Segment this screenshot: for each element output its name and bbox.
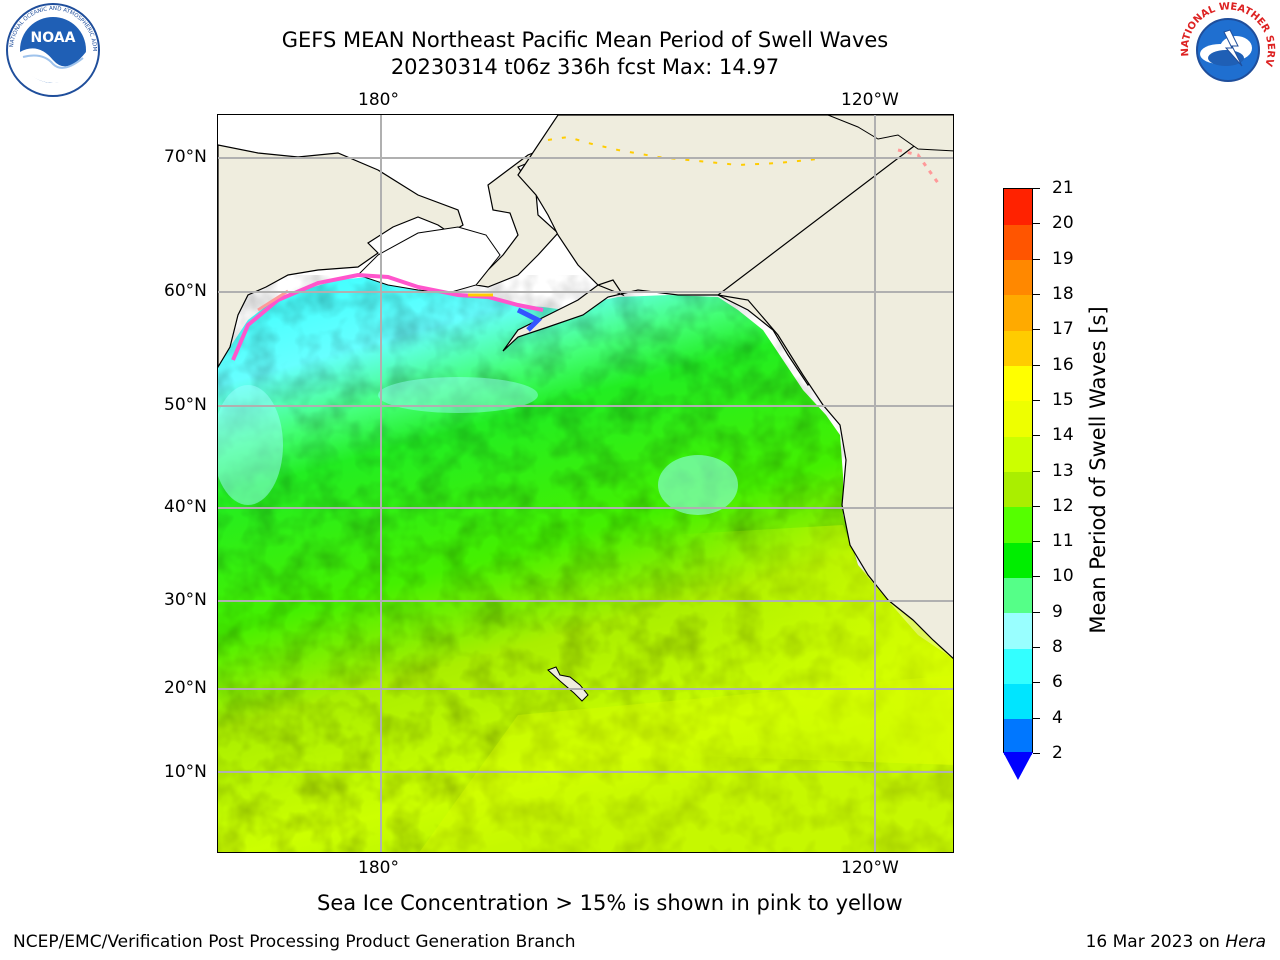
colorbar-segment (1004, 224, 1032, 261)
colorbar (1003, 188, 1033, 755)
colorbar-tick-label: 6 (1052, 672, 1063, 693)
colorbar-tick-label: 10 (1052, 566, 1074, 587)
colorbar-tick-label: 11 (1052, 531, 1074, 552)
lat-label-10n: 10°N (164, 762, 207, 782)
colorbar-tick (1033, 541, 1040, 543)
lon-label-120w-top: 120°W (841, 90, 899, 110)
colorbar-underflow-triangle (1003, 752, 1033, 780)
noaa-logo: NOAA NATIONAL OCEANIC AND ATMOSPHERIC AD… (0, 0, 103, 98)
date-text: 16 Mar 2023 on Hera (1086, 932, 1266, 952)
colorbar-segment (1004, 189, 1032, 225)
colorbar-title: Mean Period of Swell Waves [s] (1086, 306, 1110, 634)
colorbar-tick (1033, 470, 1040, 472)
colorbar-tick-label: 15 (1052, 389, 1074, 410)
map-gridlines (218, 115, 953, 852)
colorbar-segment (1004, 718, 1032, 755)
colorbar-segment (1004, 436, 1032, 472)
colorbar-tick (1033, 188, 1040, 189)
machine-name: Hera (1225, 932, 1266, 952)
map-svg (218, 115, 953, 852)
colorbar-tick (1033, 576, 1040, 578)
colorbar-tick-label: 9 (1052, 601, 1063, 622)
colorbar-tick (1033, 611, 1040, 613)
map-panel (217, 114, 954, 853)
colorbar-tick-label: 16 (1052, 354, 1074, 375)
colorbar-tick-label: 14 (1052, 425, 1074, 446)
colorbar-segment (1004, 506, 1032, 543)
colorbar-tick (1033, 399, 1040, 401)
colorbar-tick-label: 17 (1052, 319, 1074, 340)
colorbar-segment (1004, 400, 1032, 437)
lat-label-30n: 30°N (164, 590, 207, 610)
colorbar-tick (1033, 753, 1040, 754)
colorbar-segment (1004, 683, 1032, 720)
colorbar-tick (1033, 717, 1040, 719)
colorbar-segment (1004, 471, 1032, 508)
colorbar-tick-label: 21 (1052, 178, 1074, 198)
colorbar-segment (1004, 330, 1032, 367)
lon-label-180-top: 180° (358, 90, 399, 110)
lon-label-120w-bottom: 120°W (841, 858, 899, 878)
colorbar-segment (1004, 577, 1032, 614)
colorbar-segment (1004, 365, 1032, 402)
nws-logo: NATIONAL WEATHER SERVICE (1174, 0, 1278, 98)
colorbar-tick-label: 12 (1052, 495, 1074, 516)
colorbar-tick (1033, 364, 1040, 366)
lat-label-50n: 50°N (164, 395, 207, 415)
colorbar-segment (1004, 259, 1032, 296)
colorbar-tick-label: 2 (1052, 743, 1063, 763)
colorbar-tick-label: 19 (1052, 248, 1074, 269)
colorbar-tick (1033, 223, 1040, 225)
lat-label-60n: 60°N (164, 281, 207, 301)
credit-text: NCEP/EMC/Verification Post Processing Pr… (13, 932, 576, 952)
lat-label-40n: 40°N (164, 497, 207, 517)
colorbar-tick (1033, 647, 1040, 649)
colorbar-segment (1004, 294, 1032, 331)
colorbar-segment (1004, 612, 1032, 649)
colorbar-tick (1033, 682, 1040, 684)
chart-title: GEFS MEAN Northeast Pacific Mean Period … (281, 28, 889, 52)
lon-label-180-bottom: 180° (358, 858, 399, 878)
colorbar-tick-label: 18 (1052, 283, 1074, 304)
colorbar-tick (1033, 329, 1040, 331)
colorbar-tick (1033, 258, 1040, 260)
noaa-logo-text: NOAA (31, 30, 76, 46)
colorbar-tick (1033, 505, 1040, 507)
chart-subtitle: 20230314 t06z 336h fcst Max: 14.97 (390, 55, 780, 79)
colorbar-tick (1033, 293, 1040, 295)
colorbar-tick-label: 8 (1052, 637, 1063, 658)
sea-ice-note: Sea Ice Concentration > 15% is shown in … (317, 891, 903, 915)
date-value: 16 Mar 2023 on (1085, 932, 1220, 952)
colorbar-segment (1004, 542, 1032, 578)
lat-label-70n: 70°N (164, 147, 207, 167)
colorbar-tick-label: 13 (1052, 460, 1074, 481)
colorbar-segment (1004, 648, 1032, 684)
colorbar-tick-label: 4 (1052, 707, 1063, 728)
lat-label-20n: 20°N (164, 678, 207, 698)
colorbar-tick (1033, 435, 1040, 437)
colorbar-tick-label: 20 (1052, 213, 1074, 234)
